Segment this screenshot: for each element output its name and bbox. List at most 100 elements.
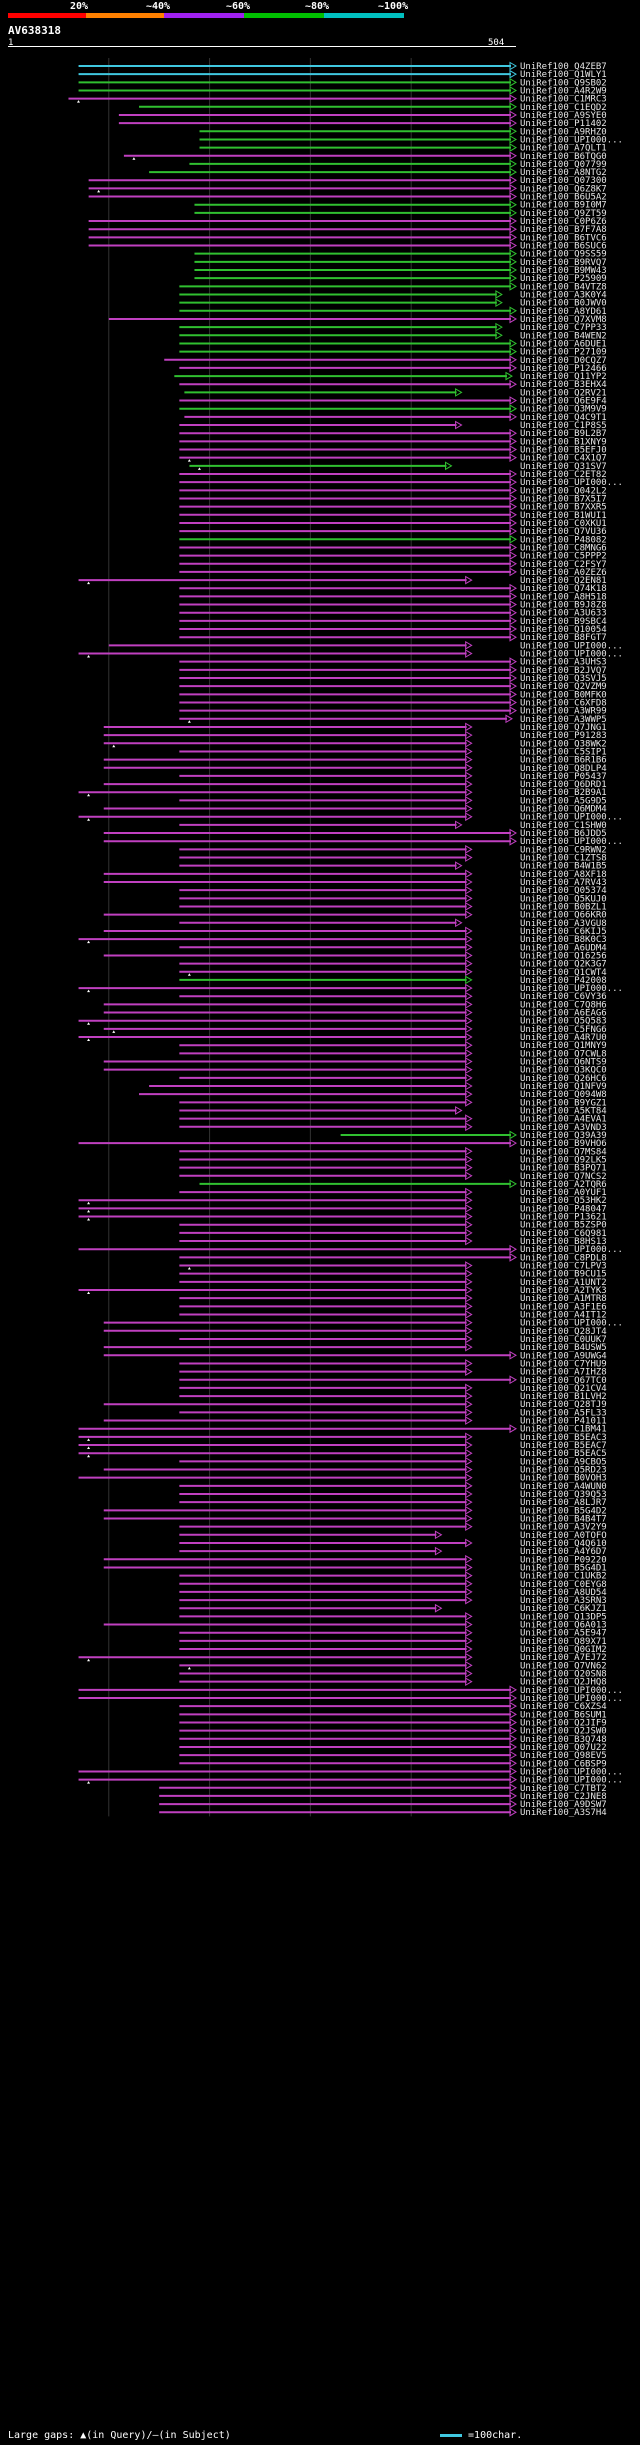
hit-label[interactable]: UniRef100_A8LJR7	[520, 1498, 607, 1508]
hit-row[interactable]: UniRef100_Q07U22	[179, 1742, 607, 1753]
hit-row[interactable]: UniRef100_UPI000...	[108, 640, 623, 651]
hit-label[interactable]: UniRef100_A6EAG6	[520, 1009, 607, 1019]
hit-label[interactable]: UniRef100_C0EYG8	[520, 1580, 607, 1590]
hit-label[interactable]: UniRef100_P11402	[520, 119, 607, 129]
hit-label[interactable]: UniRef100_P41011	[520, 1417, 607, 1427]
hit-label[interactable]: UniRef100_UPI000...	[520, 1245, 623, 1255]
hit-label[interactable]: UniRef100_Q4C9T1	[520, 413, 607, 423]
hit-label[interactable]: UniRef100_A9UWG4	[520, 1351, 607, 1361]
hit-row[interactable]: UniRef100_Q094W8	[139, 1089, 607, 1100]
hit-label[interactable]: UniRef100_C2FSY7	[520, 560, 607, 570]
hit-row[interactable]: UniRef100_A3F1E6	[179, 1301, 607, 1312]
hit-label[interactable]: UniRef100_B9RVQ7	[520, 258, 607, 268]
hit-label[interactable]: UniRef100_P48082	[520, 535, 607, 545]
hit-label[interactable]: UniRef100_B6TVC6	[520, 233, 607, 243]
hit-label[interactable]: UniRef100_B2JVQ7	[520, 666, 607, 676]
hit-row[interactable]: UniRef100_B9RVQ7	[194, 257, 607, 268]
hit-row[interactable]: UniRef100_P05437	[179, 771, 607, 782]
hit-row[interactable]: UniRef100_C5SIP1	[179, 747, 607, 757]
hit-row[interactable]: UniRef100_A3K0Y4	[179, 290, 607, 300]
hit-label[interactable]: UniRef100_B4USW5	[520, 1343, 607, 1353]
hit-label[interactable]: UniRef100_UPI000...	[520, 984, 623, 994]
hit-row[interactable]: UniRef100_A4Y6D7	[179, 1546, 607, 1557]
hit-row[interactable]: UniRef100_UPI000...	[78, 812, 623, 823]
hit-row[interactable]: UniRef100_B0JWV0	[179, 298, 607, 309]
hit-label[interactable]: UniRef100_B8FGT7	[520, 633, 607, 643]
hit-row[interactable]: UniRef100_B4USW5	[103, 1342, 607, 1353]
hit-row[interactable]: UniRef100_B3EHX4	[179, 379, 607, 390]
hit-row[interactable]: UniRef100_A8XF18	[103, 869, 607, 880]
hit-row[interactable]: UniRef100_B6TVC6	[88, 232, 607, 243]
hit-label[interactable]: UniRef100_B1XNY9	[520, 437, 607, 447]
hit-row[interactable]: UniRef100_C0EYG8	[179, 1579, 607, 1590]
hit-row[interactable]: UniRef100_B3Q748	[179, 1734, 607, 1745]
hit-row[interactable]: UniRef100_Q20SN8	[179, 1669, 607, 1680]
hit-label[interactable]: UniRef100_Q7MS84	[520, 1147, 607, 1157]
hit-row[interactable]: UniRef100_Q38WK2	[103, 738, 607, 749]
hit-row[interactable]: UniRef100_B5EAC5	[78, 1448, 607, 1459]
hit-label[interactable]: UniRef100_B9J8Z8	[520, 601, 607, 611]
hit-label[interactable]: UniRef100_Q92LK5	[520, 1155, 607, 1165]
hit-row[interactable]: UniRef100_Q07799	[189, 159, 607, 170]
hit-row[interactable]: UniRef100_A3WWP5	[179, 714, 607, 725]
hit-label[interactable]: UniRef100_Q094W8	[520, 1090, 607, 1100]
hit-label[interactable]: UniRef100_A4EVA1	[520, 1115, 607, 1125]
hit-row[interactable]: UniRef100_A2TQR6	[199, 1179, 607, 1190]
hit-label[interactable]: UniRef100_C7Q8H6	[520, 1000, 607, 1010]
hit-label[interactable]: UniRef100_B9L2B7	[520, 429, 607, 439]
hit-row[interactable]: UniRef100_Q53HK2	[78, 1195, 607, 1206]
hit-label[interactable]: UniRef100_B0BZL1	[520, 902, 607, 912]
hit-row[interactable]: UniRef100_Q21CV4	[179, 1383, 607, 1394]
hit-row[interactable]: UniRef100_P25909	[194, 273, 607, 284]
hit-label[interactable]: UniRef100_Q3M9V9	[520, 405, 607, 415]
hit-label[interactable]: UniRef100_C5FNG6	[520, 1025, 607, 1035]
hit-row[interactable]: UniRef100_A3V2Y9	[179, 1522, 607, 1533]
hit-label[interactable]: UniRef100_A3VND3	[520, 1123, 607, 1133]
hit-label[interactable]: UniRef100_C7PP33	[520, 323, 607, 333]
hit-row[interactable]: UniRef100_B5G4D1	[103, 1563, 607, 1573]
hit-row[interactable]: UniRef100_B9L2B7	[179, 428, 607, 439]
hit-label[interactable]: UniRef100_A3SRN3	[520, 1596, 607, 1606]
hit-row[interactable]: UniRef100_B9I0M7	[194, 200, 607, 211]
hit-label[interactable]: UniRef100_P09220	[520, 1555, 607, 1565]
hit-row[interactable]: UniRef100_Q1NFV9	[149, 1081, 607, 1092]
hit-label[interactable]: UniRef100_Q5Q583	[520, 1017, 607, 1027]
hit-label[interactable]: UniRef100_A7IHZ8	[520, 1368, 607, 1378]
hit-label[interactable]: UniRef100_P05437	[520, 772, 607, 782]
hit-row[interactable]: UniRef100_C7LPV3	[179, 1261, 607, 1272]
hit-row[interactable]: UniRef100_A3SRN3	[179, 1595, 607, 1606]
hit-row[interactable]: UniRef100_A5E947	[179, 1628, 607, 1639]
hit-row[interactable]: UniRef100_A7RV43	[103, 877, 607, 888]
hit-label[interactable]: UniRef100_Q39A39	[520, 1131, 607, 1141]
hit-label[interactable]: UniRef100_B4VTZ8	[520, 282, 607, 292]
hit-label[interactable]: UniRef100_UPI000...	[520, 478, 623, 488]
hit-row[interactable]: UniRef100_Q74K18	[179, 583, 607, 594]
hit-row[interactable]: UniRef100_B9CU15	[179, 1269, 607, 1280]
hit-row[interactable]: UniRef100_A4R7U0	[78, 1032, 607, 1043]
hit-label[interactable]: UniRef100_B3EHX4	[520, 380, 607, 390]
hit-row[interactable]: UniRef100_B2B9A1	[78, 787, 607, 798]
hit-row[interactable]: UniRef100_UPI000...	[199, 135, 623, 145]
hit-row[interactable]: UniRef100_D0CQZ7	[164, 355, 607, 366]
hit-label[interactable]: UniRef100_UPI000...	[520, 1694, 623, 1704]
hit-row[interactable]: UniRef100_B7X5I7	[179, 494, 607, 504]
hit-label[interactable]: UniRef100_A0YUF1	[520, 1188, 607, 1198]
hit-label[interactable]: UniRef100_Q31SV7	[520, 462, 607, 472]
hit-row[interactable]: UniRef100_B6JDD5	[103, 828, 607, 839]
hit-label[interactable]: UniRef100_C5SIP1	[520, 747, 607, 757]
hit-row[interactable]: UniRef100_UPI000...	[78, 1693, 623, 1704]
hit-label[interactable]: UniRef100_C6VY36	[520, 992, 607, 1002]
hit-label[interactable]: UniRef100_C2JNE8	[520, 1792, 607, 1802]
hit-row[interactable]: UniRef100_Q3KQC0	[103, 1065, 607, 1076]
hit-label[interactable]: UniRef100_Q10054	[520, 625, 607, 635]
hit-row[interactable]: UniRef100_Q39A39	[340, 1130, 607, 1141]
hit-row[interactable]: UniRef100_UPI000...	[78, 1244, 623, 1255]
hit-row[interactable]: UniRef100_C8PDL8	[179, 1252, 607, 1263]
hit-row[interactable]: UniRef100_Q2JSW0	[179, 1726, 607, 1737]
hit-row[interactable]: UniRef100_B0BZL1	[179, 902, 607, 912]
hit-label[interactable]: UniRef100_B5EAC5	[520, 1449, 607, 1459]
hit-row[interactable]: UniRef100_B5EFJ0	[179, 445, 607, 456]
hit-row[interactable]: UniRef100_C1EQD2	[139, 102, 607, 113]
hit-row[interactable]: UniRef100_A3VGU8	[179, 918, 607, 929]
hit-label[interactable]: UniRef100_A3VGU8	[520, 919, 607, 929]
